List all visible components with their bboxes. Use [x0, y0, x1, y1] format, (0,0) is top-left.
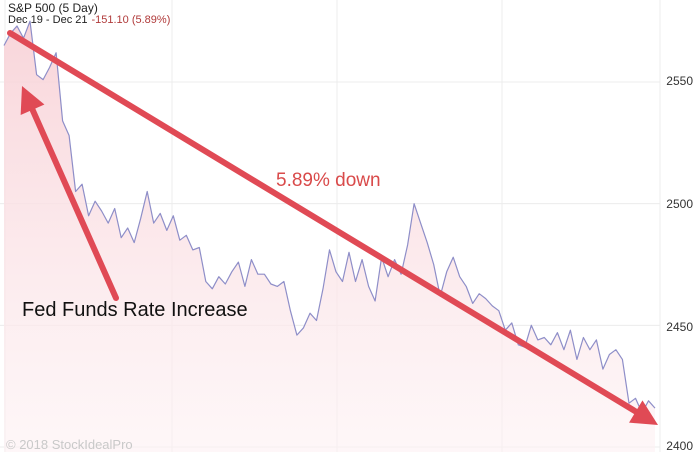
trend-annotation: 5.89% down — [276, 170, 381, 191]
price-area-fill — [4, 21, 655, 452]
event-arrow — [20, 86, 119, 301]
y-tick-label: 2450 — [666, 320, 693, 334]
chart-subtitle: Dec 19 - Dec 21 -151.10 (5.89%) — [8, 14, 170, 26]
event-annotation: Fed Funds Rate Increase — [22, 299, 248, 321]
watermark: © 2018 StockIdealPro — [6, 437, 133, 452]
price-change: -151.10 (5.89%) — [91, 14, 171, 26]
trend-arrow — [7, 30, 658, 425]
y-tick-label: 2400 — [666, 439, 693, 453]
y-tick-label: 2550 — [666, 74, 693, 88]
date-range: Dec 19 - Dec 21 — [8, 14, 88, 26]
y-tick-label: 2500 — [666, 197, 693, 211]
price-line — [3, 20, 656, 414]
chart-title: S&P 500 (5 Day) — [8, 1, 98, 15]
annotation-arrows — [7, 30, 658, 425]
